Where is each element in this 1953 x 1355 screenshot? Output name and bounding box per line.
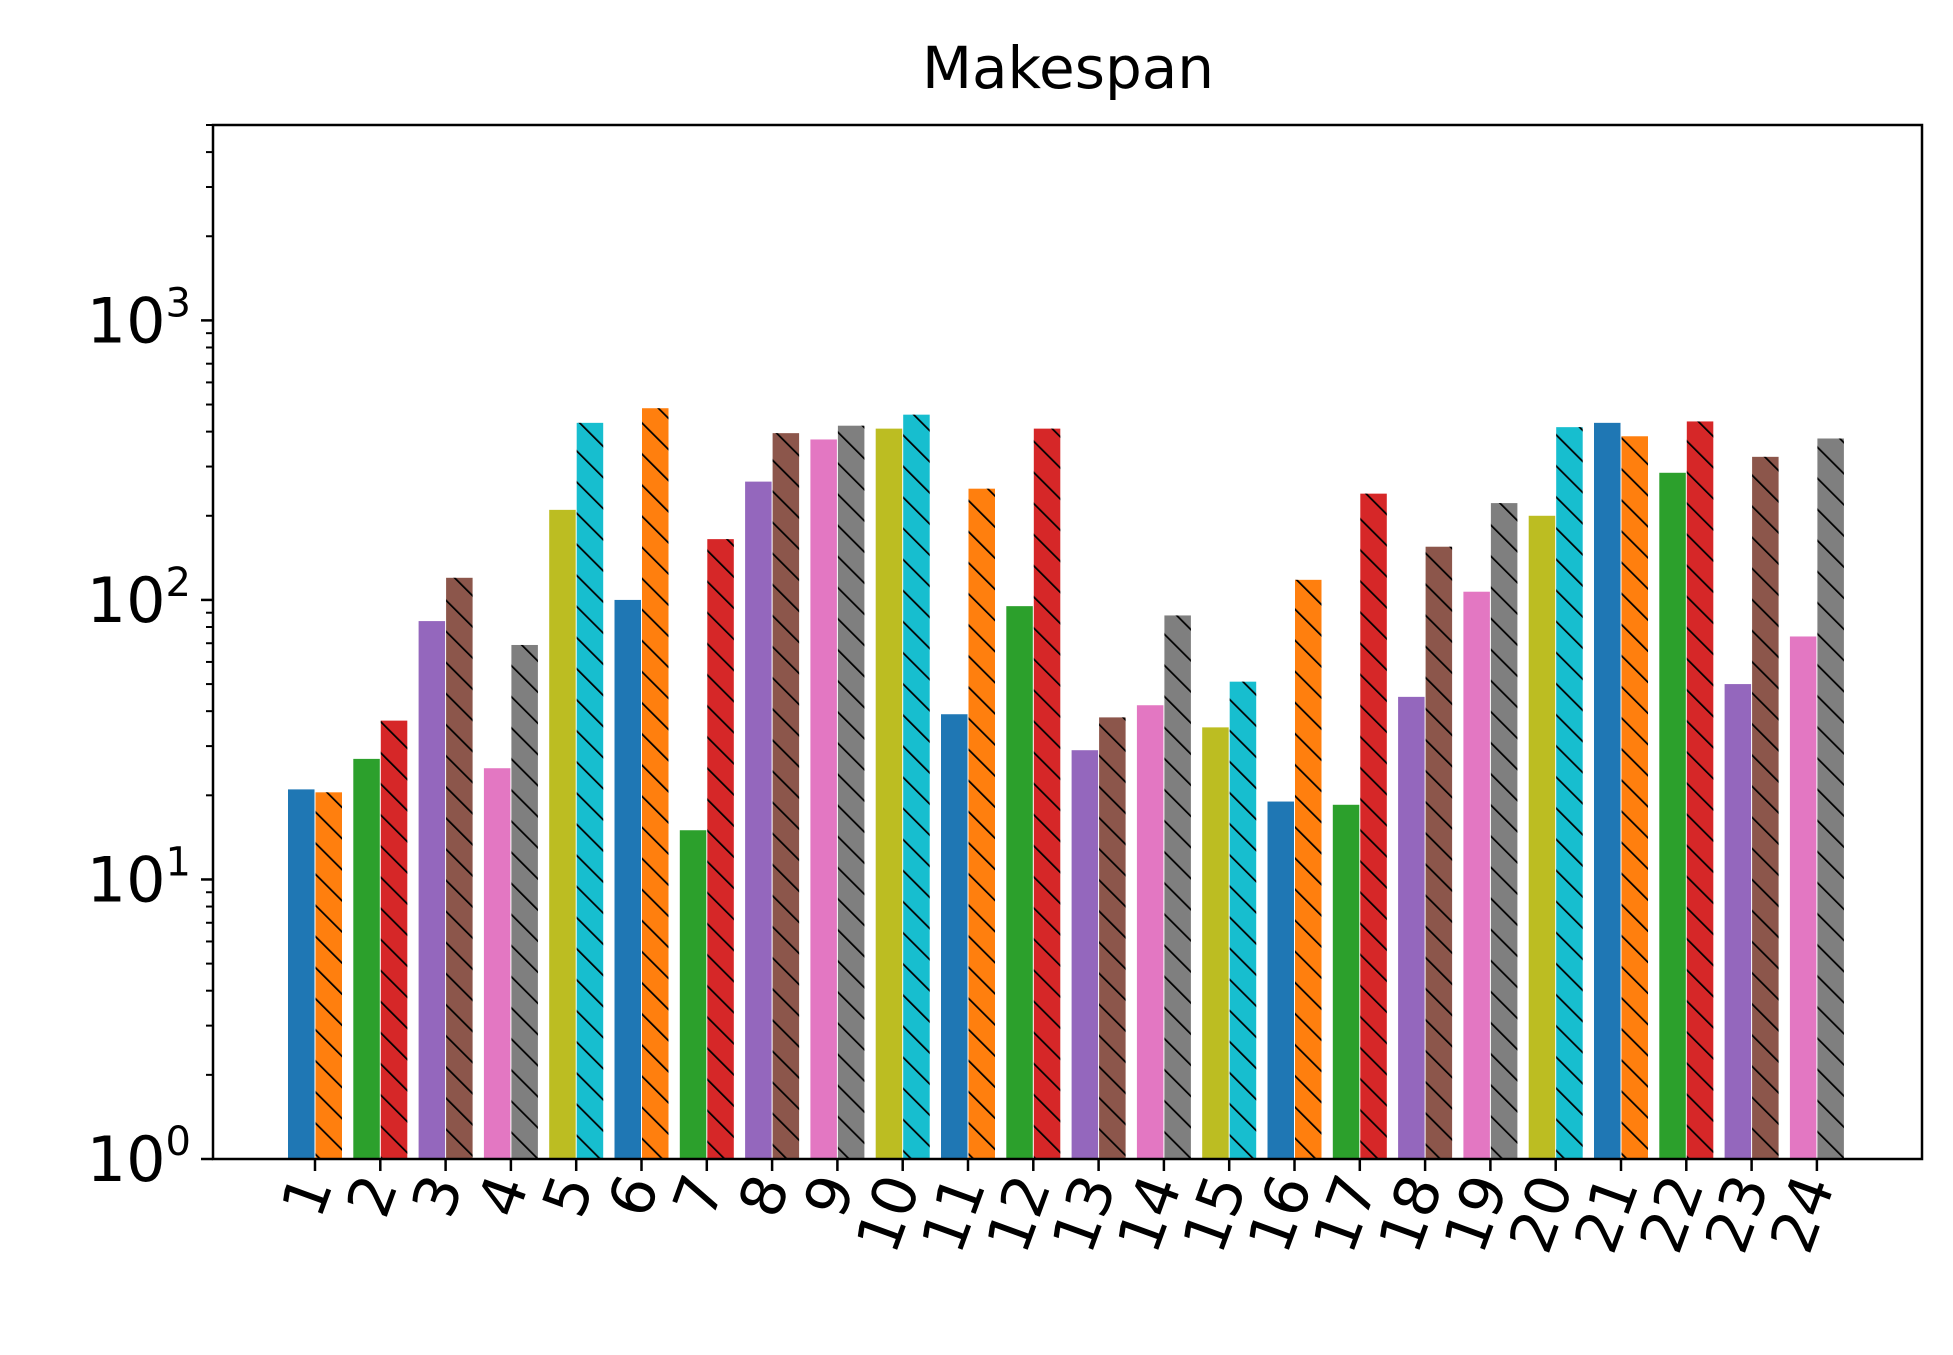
bar-10-solid <box>875 428 903 1159</box>
bar-12-solid <box>1006 606 1033 1159</box>
bar-18-solid <box>1398 696 1425 1159</box>
bar-7-solid <box>679 830 707 1159</box>
bar-15-solid <box>1202 727 1229 1159</box>
bar-21-hatch-overlay <box>1621 436 1648 1160</box>
bar-17-hatch-overlay <box>1360 493 1387 1160</box>
bar-22-hatch-overlay <box>1686 421 1714 1159</box>
bar-9-hatch-overlay <box>837 425 865 1159</box>
bars <box>288 408 1844 1160</box>
y-tick-label: 103 <box>87 280 191 357</box>
chart-title: Makespan <box>922 34 1214 102</box>
bar-12-hatch-overlay <box>1033 428 1061 1159</box>
plot-frame <box>211 123 1924 1161</box>
bar-8-solid <box>745 481 772 1160</box>
bar-6-hatch-overlay <box>642 408 669 1159</box>
bar-17-solid <box>1332 804 1360 1159</box>
bar-8-hatch-overlay <box>772 433 800 1160</box>
bar-19-hatch-overlay <box>1490 503 1518 1159</box>
bar-19-solid <box>1463 591 1490 1159</box>
bar-11-solid <box>941 714 968 1159</box>
y-tick-label: 102 <box>87 560 191 637</box>
y-tick-label: 101 <box>87 839 191 916</box>
bar-1-hatch-overlay <box>315 792 342 1159</box>
bar-3-solid <box>418 621 446 1159</box>
bar-20-hatch-overlay <box>1556 427 1583 1159</box>
bar-14-hatch-overlay <box>1164 615 1191 1159</box>
bar-2-hatch-overlay <box>380 720 408 1159</box>
bar-24-hatch-overlay <box>1817 438 1844 1159</box>
bar-6-solid <box>614 599 641 1159</box>
y-axis: 100 101 102 103 <box>87 124 213 1196</box>
bar-11-hatch-overlay <box>968 488 995 1159</box>
bar-4-hatch-overlay <box>511 644 538 1159</box>
bar-22-solid <box>1659 472 1686 1159</box>
bar-13-hatch-overlay <box>1099 717 1126 1159</box>
bar-16-solid <box>1267 801 1294 1159</box>
bar-5-hatch-overlay <box>576 422 604 1159</box>
bar-7-hatch-overlay <box>707 539 734 1159</box>
bar-18-hatch-overlay <box>1425 546 1453 1159</box>
bar-20-solid <box>1528 515 1556 1159</box>
bar-16-hatch-overlay <box>1295 579 1322 1159</box>
bar-15-hatch-overlay <box>1229 681 1257 1159</box>
bar-14-solid <box>1136 705 1164 1159</box>
y-tick-label: 100 <box>87 1119 191 1196</box>
bar-4-solid <box>483 768 511 1159</box>
bar-2-solid <box>353 758 380 1159</box>
bar-3-hatch-overlay <box>446 577 473 1159</box>
x-tick-label: 24 <box>1757 1166 1849 1262</box>
bar-21-solid <box>1594 422 1621 1159</box>
bar-10-hatch-overlay <box>903 414 930 1160</box>
bar-24-solid <box>1789 636 1817 1159</box>
bar-13-solid <box>1071 750 1099 1159</box>
bar-5-solid <box>549 509 576 1159</box>
bar-23-hatch-overlay <box>1752 456 1779 1159</box>
bar-1-solid <box>288 789 315 1159</box>
bar-9-solid <box>810 439 837 1160</box>
bar-23-solid <box>1724 684 1752 1159</box>
